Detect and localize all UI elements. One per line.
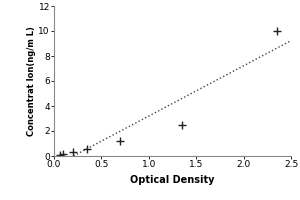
Point bbox=[274, 29, 279, 33]
Point bbox=[70, 151, 75, 154]
X-axis label: Optical Density: Optical Density bbox=[130, 175, 215, 185]
Point bbox=[118, 139, 123, 143]
Point bbox=[58, 154, 62, 157]
Y-axis label: Concentrat Ion(ng/m L): Concentrat Ion(ng/m L) bbox=[27, 26, 36, 136]
Point bbox=[61, 153, 66, 156]
Point bbox=[180, 123, 184, 126]
Point bbox=[85, 147, 90, 150]
